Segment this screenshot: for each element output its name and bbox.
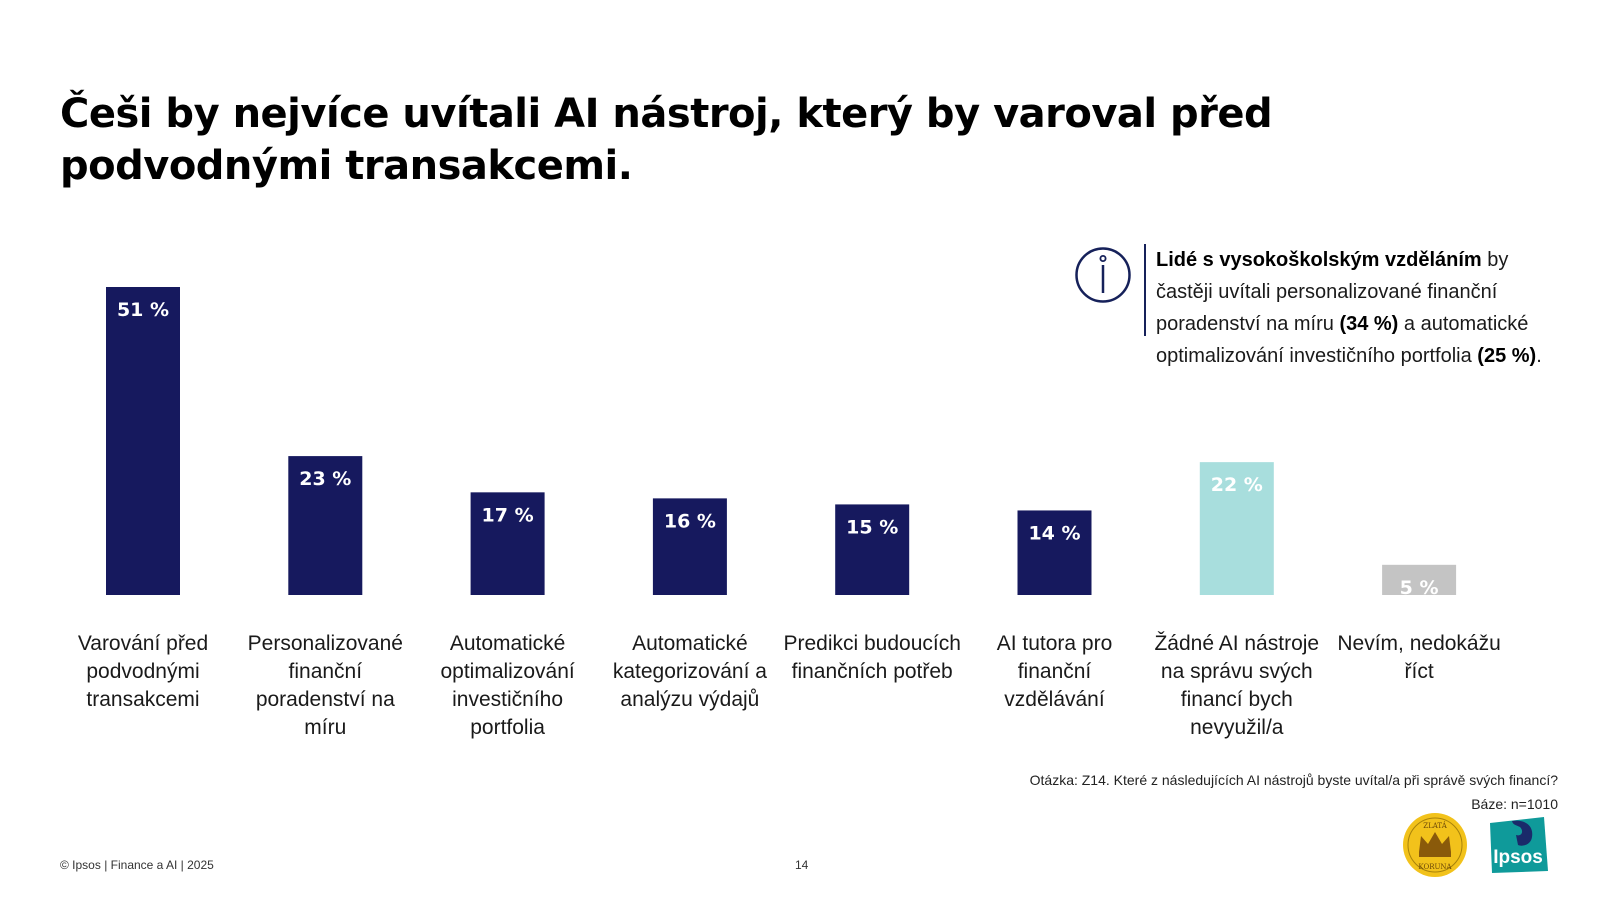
bar-6 [1017, 510, 1092, 595]
koruna-logo-bottom: KORUNA [1418, 863, 1452, 871]
bar-value-label-4: 16 % [664, 510, 716, 532]
ipsos-logo: Ipsos [1490, 817, 1548, 873]
bar-value-label-1: 51 % [117, 299, 169, 321]
category-label-6: AI tutora pro finanční vzdělávání [996, 632, 1113, 711]
category-label-8: Nevím, nedokážu říct [1337, 632, 1501, 683]
bar-2 [288, 456, 363, 595]
footer-copyright: © Ipsos | Finance a AI | 2025 [60, 858, 214, 872]
category-label-7: Žádné AI nástroje na správu svých financ… [1154, 632, 1320, 739]
koruna-logo-top: ZLATÁ [1423, 821, 1447, 830]
info-icon [1075, 247, 1131, 303]
bar-8 [1382, 564, 1457, 595]
category-label-1: Varování před podvodnými transakcemi [77, 632, 209, 711]
page-number: 14 [795, 858, 809, 872]
bar-7 [1199, 462, 1274, 595]
info-bold-value-1: (34 %) [1339, 313, 1399, 335]
bar-1 [106, 287, 180, 595]
bar-value-label-5: 15 % [846, 516, 898, 538]
info-text-part-1: by častěji uvítali personalizované finan… [1156, 249, 1509, 335]
category-label-4: Automatické kategorizování a analýzu výd… [612, 632, 767, 711]
info-bold-lead: Lidé s vysokoškolským vzděláním [1156, 249, 1482, 271]
sample-base: Báze: n=1010 [1471, 796, 1558, 812]
info-bold-value-2: (25 %) [1477, 345, 1537, 367]
category-label-3: Automatické optimalizování investičního … [440, 632, 575, 739]
ipsos-logo-text: Ipsos [1493, 847, 1543, 868]
category-label-5: Predikci budoucích finančních potřeb [783, 632, 961, 683]
zlata-koruna-logo: ZLATÁ KORUNA [1403, 813, 1467, 877]
bar-value-label-6: 14 % [1028, 522, 1080, 544]
category-label-2: Personalizované finanční poradenství na … [247, 632, 403, 739]
bar-value-label-7: 22 % [1211, 474, 1263, 496]
info-text-part-2: a automatické optimalizování investičníh… [1156, 313, 1529, 367]
bar-value-label-8: 5 % [1400, 577, 1439, 599]
bar-4 [652, 498, 727, 595]
bar-value-label-3: 17 % [482, 504, 534, 526]
survey-question: Otázka: Z14. Které z následujících AI ná… [1029, 772, 1558, 788]
bar-5 [835, 504, 910, 595]
bar-value-label-2: 23 % [299, 468, 351, 490]
info-text: Lidé s vysokoškolským vzděláním by častě… [1156, 244, 1556, 372]
info-divider [1144, 244, 1146, 336]
info-text-part-3: . [1536, 345, 1542, 367]
bar-3 [470, 492, 545, 595]
page-title: Češi by nejvíce uvítali AI nástroj, kter… [60, 91, 1273, 189]
info-callout: Lidé s vysokoškolským vzděláním by častě… [1074, 244, 1554, 414]
